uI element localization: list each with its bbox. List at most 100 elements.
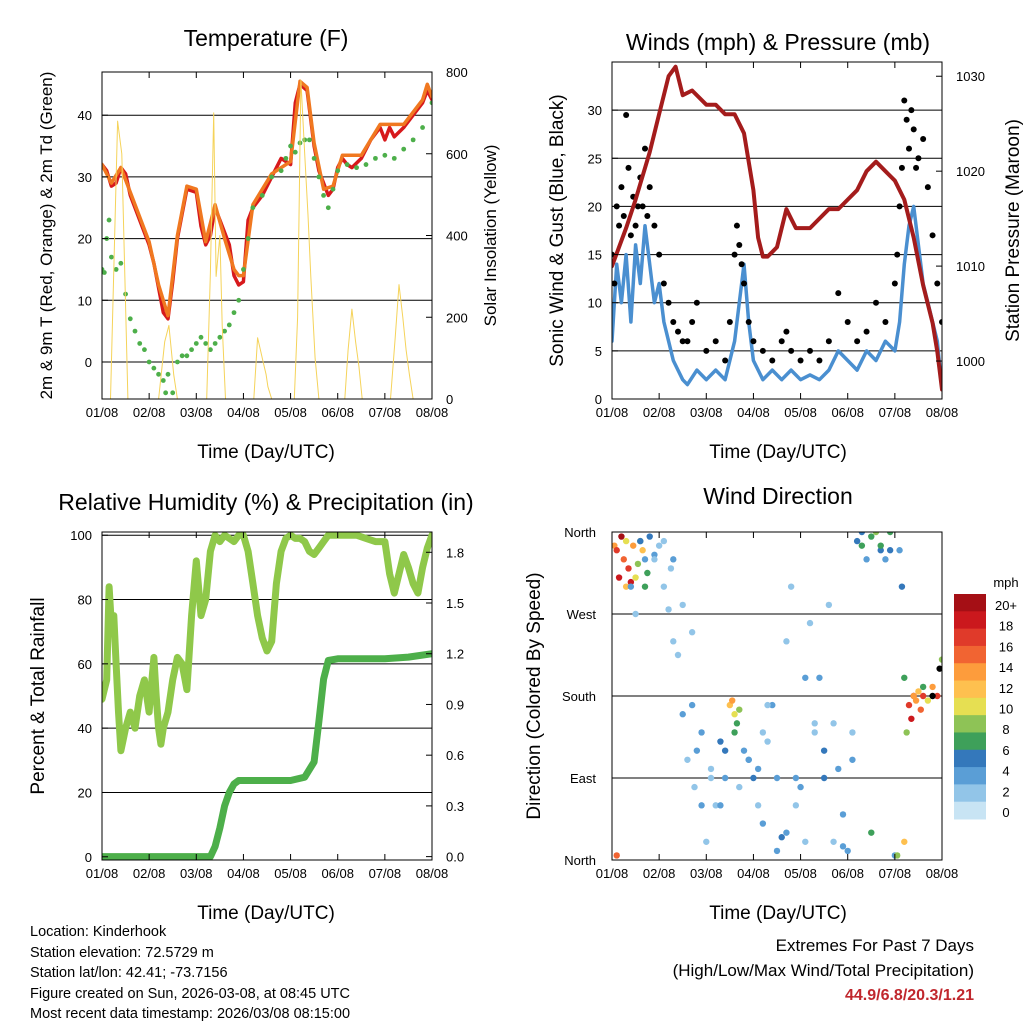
temperature-series-2m-td-point [391,155,397,161]
direction-point [905,701,913,709]
winds-series-gust-point [670,318,677,325]
temperature-series-group [102,79,432,399]
winds-series-gust-point [816,357,823,364]
winds-series-gust-point [656,251,663,258]
direction-point [863,556,870,563]
direction-point [908,715,915,722]
winds-series-gust-point [882,318,889,325]
temperature-series-2m-td-point [259,192,265,198]
winds-title: Winds (mph) & Pressure (mb) [626,29,930,55]
winds-series-gust-point [769,357,776,364]
temperature-series-2m-td-point [316,174,322,180]
temperature-series-2m-td-point [354,165,359,171]
winds-series-gust-point [929,232,936,239]
direction-point [811,729,818,736]
direction-point [917,706,924,713]
temperature-ytick-right-label: 0 [446,392,453,407]
colorbar-swatch [954,784,986,803]
colorbar-label: 16 [999,639,1013,654]
wind-direction-title: Wind Direction [703,483,853,509]
winds-series-gust-point [759,347,766,354]
winds-xtick-label: 05/08 [784,405,817,420]
winds-series-gust-point [722,357,729,364]
winds-series-station-pressure-line [612,64,942,392]
direction-point [736,783,743,791]
direction-point [816,674,823,681]
temperature-series-2m-td-point [307,137,312,143]
humidity-ytick-label: 100 [70,528,92,543]
temperature-ytick-right-label: 800 [446,65,468,80]
direction-point [637,537,644,545]
winds-series-gust-point [646,184,653,191]
winds-series-gust-point [644,213,651,220]
direction-point [630,542,637,549]
temperature-series-2m-td-point [335,168,341,174]
temperature-series-solar-insolation-line [102,79,432,399]
direction-point [802,838,809,845]
temperature-series-2m-td-point [156,371,161,377]
direction-point [655,542,663,549]
temperature-xtick-label: 03/08 [180,405,213,420]
temperature-series-2m-td-point [127,316,133,322]
humidity-ytick-right-label: 1.8 [446,545,464,560]
temperature-series-2m-td-point [222,328,227,334]
temperature-series-2m-td-point [330,186,336,192]
direction-point [886,547,894,554]
direction-point [729,697,736,704]
wind-direction-ytick-label: North [564,525,596,540]
direction-point [894,852,901,859]
temperature-xtick-label: 01/08 [86,405,119,420]
winds-series-gust-point [684,338,691,345]
winds-series-gust-point [901,97,908,104]
humidity-ytick-label: 60 [78,657,92,672]
direction-point [665,606,672,613]
direction-point [830,838,837,845]
temperature-ytick-right-label: 400 [446,229,468,244]
winds-xtick-label: 08/08 [926,405,959,420]
direction-point [754,802,762,809]
wind-direction-xlabel: Time (Day/UTC) [709,903,847,924]
winds-series-gust-point [693,299,700,306]
winds-series-gust-point [625,164,632,171]
winds-ytick-label: 15 [588,248,602,263]
colorbar-swatch [954,732,986,751]
direction-point [919,683,927,691]
direction-point [707,765,715,773]
temperature-series-2m-td-point [288,143,293,149]
direction-point [901,674,908,681]
direction-point [792,774,800,782]
direction-point [844,847,851,855]
direction-point [769,701,776,709]
humidity-series-total-precipitation-line [102,650,432,860]
temperature-series-2m-td-point [189,347,194,353]
direction-point [750,774,757,782]
direction-point [707,774,715,782]
winds-series-gust-point [807,347,813,354]
wind-direction-ylabel: Direction (Colored By Speed) [524,572,545,819]
temperature-series-2m-td-point [137,341,143,346]
wind-direction-ytick-label: East [570,771,596,786]
winds-series-gust-point [783,328,790,335]
humidity-xtick-label: 04/08 [227,866,260,881]
wind-direction-xtick-label: 02/08 [643,866,676,881]
direction-point [882,556,889,563]
temperature-series-2m-td-point [410,137,416,143]
direction-point [684,756,691,763]
colorbar-swatch [954,628,986,647]
winds-ytick-right-label: 1020 [956,164,985,179]
figure-created: Figure created on Sun, 2026-03-08, at 08… [30,985,350,1002]
direction-point [759,820,767,827]
winds-ytick-right-label: 1030 [956,69,985,84]
direction-point [620,556,627,563]
direction-point [849,729,856,736]
winds-series-gust-point [703,347,710,354]
direction-point [849,756,856,763]
winds-series-gust-point [731,251,738,258]
direction-point [792,802,800,809]
winds-series-gust-point [620,213,627,220]
direction-point [886,532,894,536]
winds-frame [611,61,943,400]
temperature-series-2m-td-point [429,100,432,106]
direction-point [721,774,729,782]
winds-xtick-label: 01/08 [596,405,629,420]
